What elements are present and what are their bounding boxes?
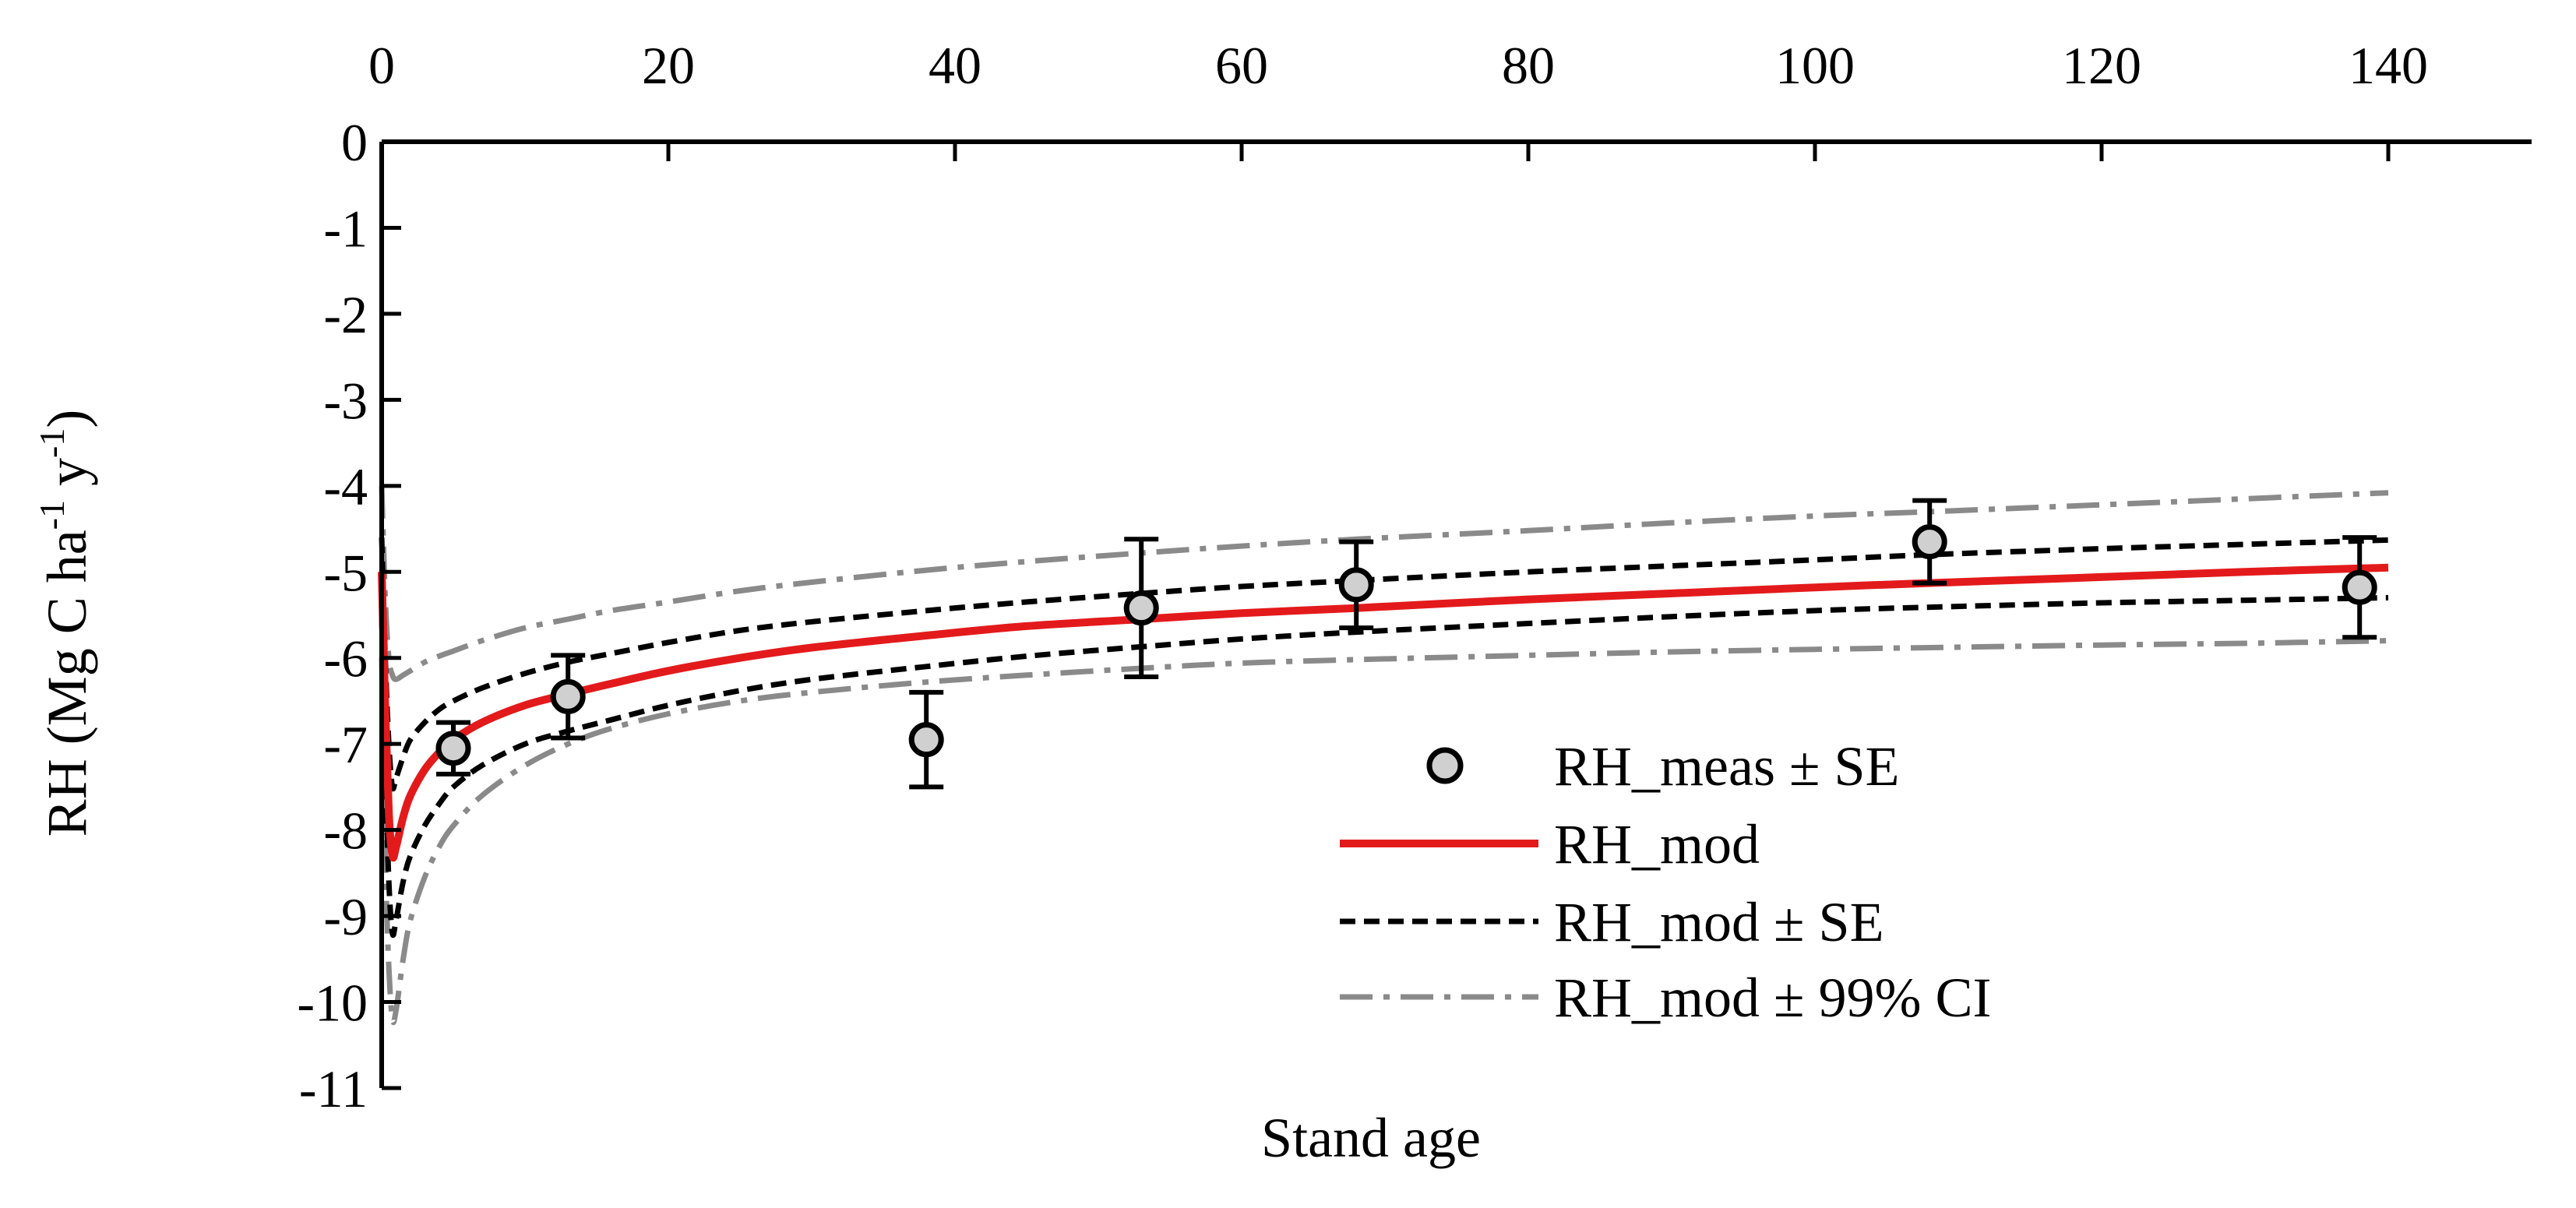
legend-label-mod-se: RH_mod ± SE (1554, 891, 1884, 953)
x-axis-title: Stand age (1261, 1107, 1481, 1169)
y-axis-title-main: RH (Mg C ha (36, 530, 98, 836)
y-axis-title-mid: y (36, 458, 98, 500)
data-point (435, 731, 471, 766)
legend: RH_meas ± SE RH_mod RH_mod ± SE RH_mod ±… (1340, 735, 1992, 1029)
data-point (550, 678, 586, 714)
series-rh-mod-99-ci (379, 638, 2389, 1026)
data-point (1912, 524, 1947, 560)
legend-label-meas: RH_meas ± SE (1554, 735, 1900, 798)
x-tick-label: 140 (2349, 36, 2428, 95)
series-rh-mod-99-ci (379, 485, 2389, 682)
x-tick-label: 100 (1775, 36, 1855, 95)
y-tick-label: -10 (297, 974, 368, 1033)
y-tick-label: -3 (323, 371, 368, 430)
y-tick-label: -1 (323, 199, 368, 258)
y-axis-title-sup-2: -1 (32, 428, 72, 458)
model-lines (378, 485, 2389, 1026)
y-tick-label: -7 (323, 715, 368, 774)
axes: 0 20 40 60 80 100 120 140 0 -1 -2 -3 -4 -5 -6 -7 -8 -9 -10… (297, 36, 2532, 1118)
legend-marker-meas (1426, 747, 1464, 784)
y-tick-label: -11 (299, 1059, 368, 1118)
y-tick-label: 0 (341, 113, 368, 172)
series-rh-mod-se (379, 594, 2389, 939)
y-tick-label: -8 (323, 801, 368, 861)
series-rh-mod-se (379, 537, 2389, 792)
series-rh-mod (378, 563, 2389, 862)
data-point (1123, 590, 1159, 626)
data-point (908, 722, 944, 758)
legend-label-mod-ci: RH_mod ± 99% CI (1554, 967, 1992, 1029)
y-tick-label: -6 (323, 629, 368, 689)
x-tick-label: 0 (368, 36, 395, 95)
data-point (2342, 569, 2377, 605)
y-tick-label: -4 (323, 457, 368, 516)
x-tick-label: 80 (1502, 36, 1555, 95)
legend-label-mod: RH_mod (1554, 813, 1760, 875)
x-tick-label: 20 (642, 36, 695, 95)
y-axis-title-sup-1: -1 (32, 500, 72, 530)
y-tick-label: -2 (323, 285, 368, 344)
y-axis-title-end: ) (36, 410, 98, 428)
x-tick-label: 120 (2062, 36, 2141, 95)
data-point (1338, 567, 1374, 603)
measured-points (435, 498, 2377, 790)
y-axis-title: RH (Mg C ha-1 y-1) (32, 410, 98, 837)
x-tick-label: 60 (1215, 36, 1268, 95)
y-tick-label: -5 (323, 543, 368, 602)
y-tick-label: -9 (323, 887, 368, 946)
x-tick-label: 40 (929, 36, 981, 95)
